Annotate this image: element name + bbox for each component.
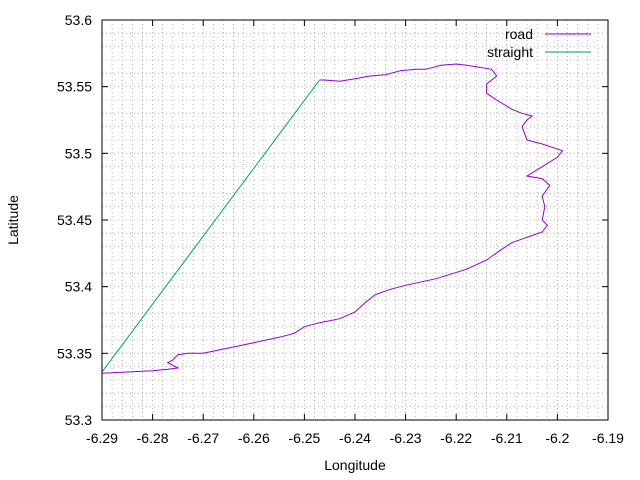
x-tick-label: -6.29 <box>86 430 118 446</box>
x-tick-label: -6.28 <box>137 430 169 446</box>
x-tick-label: -6.27 <box>187 430 219 446</box>
y-tick-label: 53.4 <box>65 279 92 295</box>
y-tick-label: 53.3 <box>65 412 92 428</box>
x-axis-label: Longitude <box>324 457 386 473</box>
x-tick-label: -6.25 <box>288 430 320 446</box>
x-tick-label: -6.2 <box>545 430 569 446</box>
x-tick-label: -6.26 <box>238 430 270 446</box>
y-tick-label: 53.6 <box>65 12 92 28</box>
x-tick-label: -6.21 <box>491 430 523 446</box>
x-axis-tick-labels: -6.29 -6.28 -6.27 -6.26 -6.25 -6.24 -6.23 -6.22… <box>86 430 624 446</box>
y-axis-label: Latitude <box>5 195 21 245</box>
x-tick-label: -6.24 <box>339 430 371 446</box>
x-tick-label: -6.19 <box>592 430 624 446</box>
legend: road straight <box>487 26 591 60</box>
x-tick-label: -6.23 <box>390 430 422 446</box>
axis-ticks <box>101 19 609 421</box>
grid <box>102 20 608 420</box>
y-tick-label: 53.55 <box>57 79 92 95</box>
y-tick-label: 53.45 <box>57 212 92 228</box>
series-line-straight <box>101 79 321 373</box>
x-tick-label: -6.22 <box>440 430 472 446</box>
y-tick-label: 53.5 <box>65 145 92 161</box>
plot-series <box>101 63 564 374</box>
y-axis-tick-labels: 53.3 53.35 53.4 53.45 53.5 53.55 53.6 <box>57 12 92 428</box>
legend-label-straight: straight <box>487 44 533 60</box>
y-tick-label: 53.35 <box>57 345 92 361</box>
series-line-road <box>101 63 564 374</box>
legend-label-road: road <box>505 26 533 42</box>
